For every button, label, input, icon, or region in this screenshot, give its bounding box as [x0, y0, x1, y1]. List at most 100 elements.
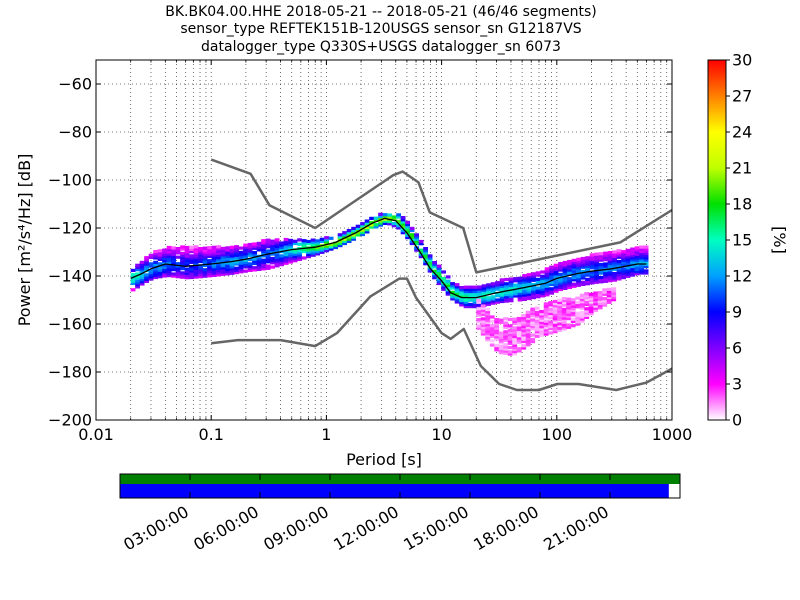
- density-cell: [598, 275, 604, 280]
- density-cell: [575, 303, 581, 307]
- density-cell: [588, 307, 594, 311]
- density-cell: [486, 296, 491, 300]
- density-cell: [579, 315, 585, 319]
- density-cell: [549, 289, 554, 293]
- density-cell: [476, 320, 482, 324]
- density-cell: [543, 319, 549, 323]
- density-cell: [526, 292, 532, 296]
- density-cell: [526, 277, 532, 281]
- density-cell: [409, 226, 415, 230]
- density-cell: [612, 254, 617, 258]
- density-cell: [507, 328, 513, 332]
- density-cell: [301, 247, 307, 251]
- density-cell: [274, 242, 280, 246]
- density-cell: [180, 267, 185, 271]
- density-cell: [571, 271, 577, 275]
- density-cell: [283, 240, 289, 244]
- density-cell: [530, 318, 536, 322]
- density-cell: [441, 270, 446, 274]
- density-cell: [220, 257, 226, 261]
- density-cell: [270, 265, 275, 269]
- density-cell: [611, 291, 617, 295]
- density-cell: [521, 318, 527, 322]
- density-cell: [616, 255, 622, 259]
- y-tick-label: −140: [48, 267, 92, 286]
- density-cell: [571, 273, 577, 278]
- density-cell: [557, 300, 563, 304]
- density-cell: [512, 328, 518, 332]
- density-cell: [602, 303, 608, 307]
- density-cell: [189, 273, 194, 277]
- density-cell: [576, 279, 581, 283]
- density-cell: [211, 252, 217, 256]
- density-cell: [283, 246, 289, 250]
- density-cell: [193, 262, 199, 266]
- density-cell: [508, 290, 514, 294]
- density-cell: [575, 311, 581, 315]
- density-cell: [423, 247, 428, 251]
- density-cell: [503, 349, 509, 353]
- density-cell: [594, 269, 599, 274]
- density-cell: [498, 346, 504, 350]
- density-cell: [616, 264, 622, 268]
- density-cell: [494, 320, 500, 324]
- density-cell: [495, 285, 500, 289]
- density-cell: [472, 285, 478, 289]
- density-cell: [522, 291, 527, 295]
- density-cell: [162, 270, 167, 274]
- density-cell: [584, 307, 590, 311]
- density-cell: [283, 242, 289, 246]
- density-cell: [525, 334, 531, 338]
- density-cell: [396, 219, 401, 223]
- density-cell: [355, 233, 361, 237]
- density-cell: [211, 273, 217, 277]
- density-cell: [570, 313, 576, 317]
- density-cell: [498, 340, 504, 344]
- density-cell: [616, 272, 622, 277]
- density-cell: [202, 270, 208, 274]
- density-cell: [525, 319, 531, 323]
- density-cell: [418, 250, 424, 254]
- density-cell: [220, 249, 226, 253]
- density-cell: [516, 334, 522, 338]
- density-cell: [507, 341, 513, 345]
- density-cell: [387, 222, 392, 226]
- density-cell: [463, 305, 469, 309]
- density-cell: [503, 330, 509, 334]
- density-cell: [543, 321, 549, 325]
- density-cell: [193, 275, 199, 279]
- density-cell: [621, 269, 626, 273]
- density-cell: [621, 256, 626, 260]
- density-cell: [612, 261, 617, 265]
- density-cell: [292, 241, 298, 246]
- density-cell: [517, 287, 523, 291]
- density-cell: [526, 294, 532, 298]
- density-cell: [198, 259, 203, 264]
- density-cell: [324, 246, 329, 251]
- density-cell: [602, 292, 608, 296]
- density-cell: [544, 267, 550, 271]
- density-cell: [535, 290, 541, 294]
- density-cell: [459, 301, 464, 305]
- density-cell: [489, 328, 495, 332]
- density-cell: [148, 275, 154, 279]
- density-cell: [543, 323, 549, 328]
- density-cell: [616, 251, 622, 255]
- density-cell: [175, 272, 181, 277]
- density-cell: [625, 274, 631, 278]
- density-cell: [603, 262, 608, 266]
- density-cell: [477, 294, 482, 298]
- density-cell: [561, 325, 567, 329]
- density-cell: [566, 306, 572, 310]
- density-cell: [234, 251, 239, 255]
- density-cell: [548, 322, 554, 326]
- density-cell: [489, 326, 495, 330]
- density-cell: [585, 269, 590, 273]
- density-cell: [243, 263, 248, 267]
- density-cell: [472, 298, 478, 302]
- density-cell: [575, 296, 581, 300]
- density-cell: [130, 281, 136, 285]
- density-cell: [234, 262, 239, 266]
- density-cell: [184, 245, 190, 250]
